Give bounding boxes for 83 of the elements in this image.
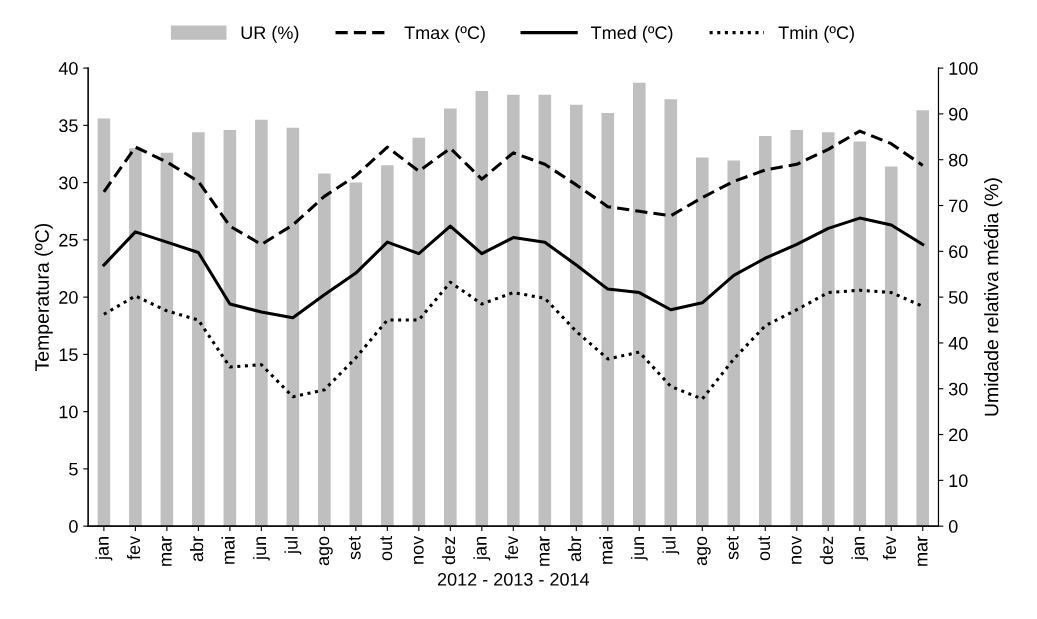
bar	[884, 166, 898, 527]
y-tick-label: 15	[59, 348, 78, 362]
x-tick-label: out	[380, 536, 393, 561]
bar	[286, 127, 300, 527]
x-tick-label: dez	[441, 536, 456, 565]
x-tick-label: jul	[284, 537, 302, 555]
y2-tick-label: 20	[949, 428, 968, 442]
x-tick-label: jan	[473, 537, 491, 561]
bar	[97, 118, 111, 527]
bar	[192, 132, 205, 527]
y2-tick-label: 80	[948, 153, 968, 167]
line-series	[102, 129, 925, 246]
bar	[318, 173, 331, 527]
bar	[916, 110, 930, 527]
bar	[853, 141, 867, 527]
bar	[821, 132, 835, 527]
y2-tick-label: 100	[949, 62, 978, 75]
y-tick-label: 5	[69, 463, 78, 476]
y-tick-label: 10	[59, 405, 78, 419]
bar	[695, 157, 709, 527]
bar	[381, 165, 394, 527]
x-tick-label: fev	[882, 535, 897, 560]
x-tick-label: mar	[539, 536, 550, 566]
line-series	[102, 216, 925, 320]
x-axis-title: 2012 - 2013 - 2014	[437, 573, 590, 586]
y2-tick-label: 50	[948, 291, 968, 304]
bar	[727, 160, 741, 527]
bar	[349, 182, 363, 527]
y-tick-label: 20	[59, 291, 78, 304]
x-tick-label: jul	[662, 537, 680, 555]
x-tick-label: fev	[504, 535, 519, 560]
y-tick-label: 40	[58, 62, 78, 75]
x-tick-label: ago	[697, 536, 711, 566]
y2-tick-label: 40	[948, 336, 968, 350]
x-tick-label: fev	[126, 535, 141, 560]
x-tick-label: set	[348, 536, 361, 560]
x-tick-label: mai	[599, 537, 613, 564]
y-tick-label: 30	[59, 176, 78, 190]
bar	[129, 148, 142, 527]
y2-tick-label: 10	[949, 474, 968, 488]
legend-label: Tmin (ºC)	[778, 25, 854, 43]
x-tick-label: nov	[791, 535, 802, 564]
bar	[538, 94, 552, 527]
y-tick-label: 0	[69, 520, 78, 533]
bar	[475, 90, 489, 527]
y-tick-label: 35	[59, 119, 78, 133]
y-tick-label: 25	[59, 233, 78, 247]
bar	[444, 108, 457, 527]
bar	[632, 82, 646, 527]
x-tick-label: out	[758, 536, 771, 561]
y2-tick-label: 70	[949, 199, 968, 213]
y2-axis-title: Umidade relativa média (%)	[983, 178, 1003, 416]
bar	[758, 135, 772, 527]
x-tick-label: abr	[189, 536, 204, 562]
bar	[790, 129, 804, 527]
x-tick-label: ago	[319, 536, 333, 566]
y2-tick-label: 0	[948, 520, 958, 533]
bar	[601, 112, 615, 527]
x-tick-label: mar	[917, 536, 928, 566]
legend-label: Tmed (ºC)	[591, 25, 673, 43]
x-tick-label: jan	[851, 537, 869, 561]
bar	[507, 94, 520, 527]
bar	[570, 104, 583, 527]
y2-tick-label: 90	[949, 107, 968, 121]
x-tick-label: nov	[413, 535, 424, 564]
legend-label: UR (%)	[241, 25, 299, 43]
y-axis-title: Temperatura (ºC)	[34, 224, 53, 371]
x-tick-label: mar	[161, 536, 172, 566]
bar	[664, 99, 678, 527]
x-tick-label: mai	[221, 537, 235, 564]
y2-tick-label: 30	[948, 382, 968, 396]
bar	[223, 129, 237, 527]
x-tick-label: jan	[95, 537, 113, 561]
x-tick-label: jun	[630, 537, 648, 561]
x-tick-label: abr	[567, 536, 582, 562]
bar	[412, 137, 426, 527]
legend-label: Tmax (ºC)	[404, 25, 485, 43]
x-tick-label: dez	[819, 536, 834, 565]
x-tick-label: set	[726, 536, 739, 560]
x-tick-label: jun	[252, 537, 270, 561]
y2-tick-label: 60	[949, 245, 968, 259]
bar	[255, 119, 268, 527]
bar	[160, 152, 174, 527]
